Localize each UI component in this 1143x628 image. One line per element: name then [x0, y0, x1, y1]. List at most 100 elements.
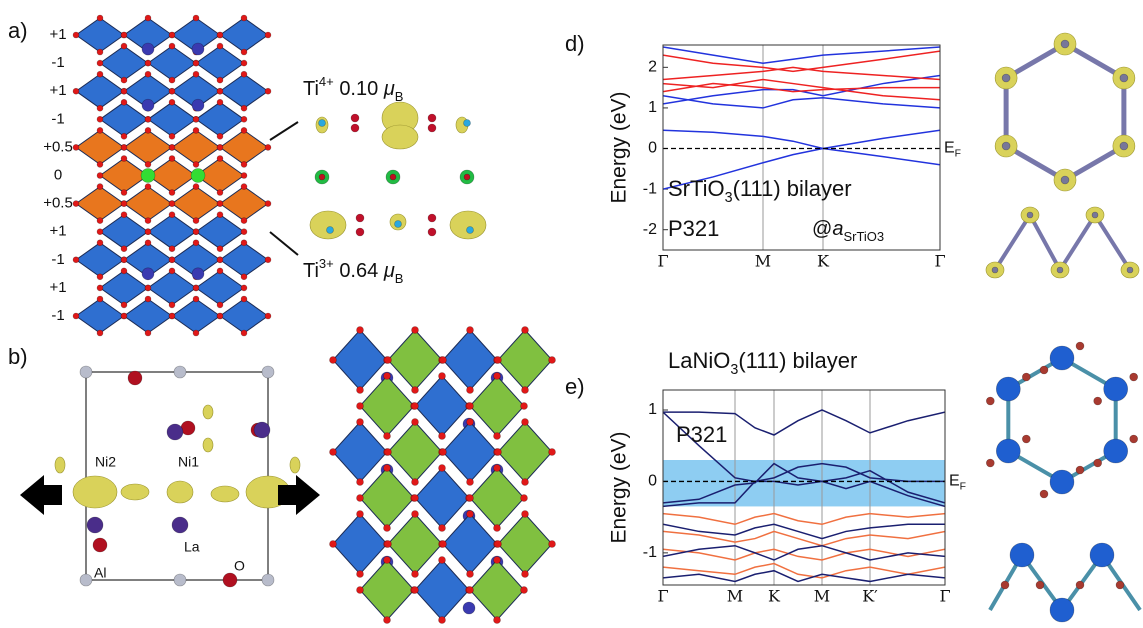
oxygen [438, 464, 446, 472]
text-part: 3+ [319, 256, 334, 271]
octahedron [75, 17, 125, 53]
oxygen [986, 396, 995, 406]
nickel [1103, 438, 1128, 464]
y-tick-label: -1 [643, 544, 657, 561]
oxygen [548, 448, 556, 456]
octahedron [123, 298, 173, 334]
oxygen [168, 155, 176, 162]
octahedron [219, 298, 269, 334]
oxygen [240, 127, 248, 134]
oxygen [168, 301, 176, 309]
oxygen [192, 183, 200, 190]
text-part: Ti [303, 260, 319, 282]
oxygen [96, 70, 104, 78]
nickel [1009, 542, 1035, 568]
orbital-lobe [72, 475, 118, 509]
octahedron [171, 185, 221, 222]
text-part: F [960, 482, 966, 493]
octahedron [414, 375, 470, 437]
oxygen [144, 161, 152, 168]
oxygen [96, 239, 104, 247]
oxygen [411, 510, 419, 518]
octahedron [497, 329, 553, 391]
oxygen [384, 356, 392, 364]
atom [326, 226, 334, 234]
atom [191, 42, 205, 56]
oxygen [466, 570, 474, 578]
atom [389, 173, 397, 181]
oxygen [120, 133, 128, 140]
x-tick-label: Γ [657, 252, 668, 271]
oxygen [144, 116, 152, 123]
oxygen [493, 524, 501, 532]
unit-cell [85, 371, 269, 581]
oxygen [521, 510, 529, 518]
oxygen [520, 494, 528, 502]
orbital-lobe [289, 456, 301, 474]
oxygen [521, 418, 529, 426]
oxygen [548, 356, 556, 364]
octahedron [147, 270, 197, 306]
oxygen [168, 200, 176, 207]
moment-label: Ti4+ 0.10 μB [303, 74, 403, 104]
octahedron [497, 513, 553, 575]
octahedron [414, 559, 470, 621]
octahedron [99, 270, 149, 306]
oxygen [144, 183, 152, 190]
oxygen [96, 48, 104, 56]
octahedron [387, 421, 443, 483]
y-axis-label: Energy (eV) [608, 431, 631, 543]
atom [171, 516, 189, 534]
oxygen [356, 510, 364, 518]
oxygen [216, 189, 224, 196]
oxygen [493, 556, 501, 564]
oxygen [1035, 580, 1045, 590]
symmetry-label: P321 [676, 422, 727, 447]
oxygen [72, 256, 80, 264]
oxygen [96, 127, 104, 134]
octahedron [359, 559, 415, 621]
oxygen [192, 217, 200, 224]
oxygen [168, 76, 176, 84]
atom [141, 267, 155, 281]
oxygen [216, 155, 224, 162]
oxygen [438, 524, 446, 532]
atom [394, 220, 402, 228]
octahedron [75, 73, 125, 109]
layer-charge: +1 [49, 223, 66, 240]
nickel [1049, 345, 1075, 371]
oxygen [521, 478, 529, 486]
oxygen [1022, 434, 1031, 444]
oxygen [192, 14, 200, 22]
oxygen [240, 70, 248, 78]
orbital-lobe [166, 480, 194, 504]
oxygen [240, 116, 248, 123]
orbital-lobe [309, 210, 347, 240]
octahedron [332, 329, 388, 391]
oxygen [216, 99, 224, 106]
oxygen [96, 14, 104, 22]
oxygen [986, 458, 995, 468]
oxygen [439, 448, 447, 456]
atom-label: Al [94, 565, 106, 581]
oxygen [466, 586, 474, 594]
atom [463, 173, 471, 181]
oxygen [466, 386, 474, 394]
y-tick-label: 0 [648, 473, 657, 490]
fermi-label: EF [944, 140, 961, 160]
energy-window [663, 460, 945, 507]
band [663, 66, 940, 81]
layer-charge: +1 [49, 82, 66, 99]
octahedron [99, 101, 149, 137]
oxygen [168, 31, 176, 39]
oxygen [1022, 372, 1031, 382]
text-part: e) [565, 374, 585, 399]
oxygen [356, 386, 364, 394]
oxygen [1075, 341, 1085, 351]
oxygen [96, 295, 104, 303]
oxygen [120, 267, 128, 275]
octahedron [469, 559, 525, 621]
nickel [1103, 376, 1128, 402]
band [663, 548, 945, 561]
octahedron [469, 375, 525, 437]
